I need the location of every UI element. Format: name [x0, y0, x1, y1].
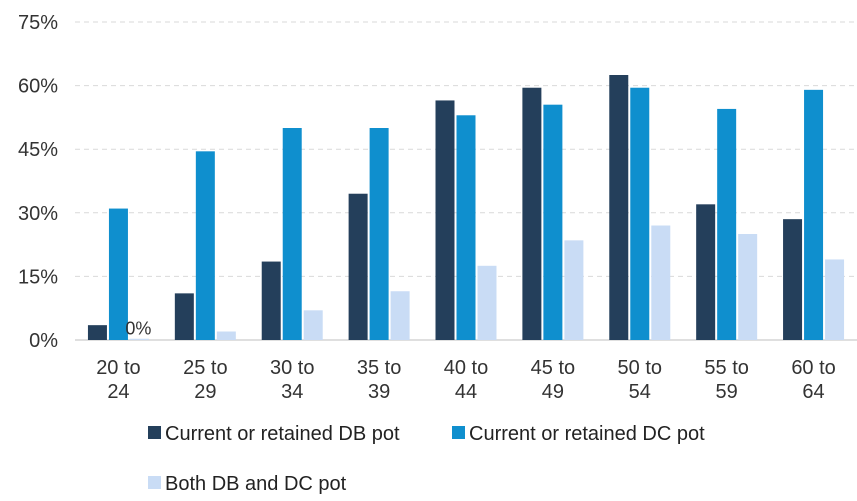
bar-series-2	[282, 128, 302, 340]
y-tick-label: 15%	[18, 266, 58, 288]
x-tick-label: 39	[368, 381, 390, 403]
bar-series-3	[564, 240, 584, 340]
x-tick-label: 50 to	[618, 357, 662, 379]
bar-series-3	[129, 338, 149, 340]
bar-series-3	[651, 225, 671, 340]
bar-series-3	[390, 291, 410, 340]
legend-swatch	[452, 426, 465, 439]
x-tick-label: 20 to	[96, 357, 140, 379]
x-tick-label: 30 to	[270, 357, 314, 379]
y-tick-label: 45%	[18, 139, 58, 161]
x-tick-label: 64	[802, 381, 824, 403]
data-label: 0%	[125, 319, 151, 339]
bar-series-2	[369, 128, 389, 340]
bar-series-1	[87, 325, 107, 340]
bar-series-2	[543, 104, 563, 341]
bar-series-3	[303, 310, 323, 340]
y-tick-label: 75%	[18, 12, 58, 34]
bar-series-2	[717, 108, 737, 340]
x-tick-label: 59	[716, 381, 738, 403]
bar-series-1	[261, 261, 281, 340]
bar-series-1	[696, 204, 716, 340]
bar-series-1	[522, 87, 542, 340]
x-tick-label: 34	[281, 381, 303, 403]
bar-series-3	[477, 265, 497, 340]
bar-series-3	[825, 259, 845, 340]
bar-series-1	[435, 100, 455, 340]
y-tick-label: 30%	[18, 203, 58, 225]
bar-series-1	[609, 75, 629, 340]
y-tick-label: 0%	[29, 330, 58, 352]
bar-series-3	[738, 234, 758, 340]
x-tick-label: 54	[629, 381, 651, 403]
bar-series-2	[456, 115, 476, 340]
x-tick-label: 60 to	[791, 357, 835, 379]
y-tick-label: 60%	[18, 76, 58, 98]
y-axis: 0% 15% 30% 45% 60% 75%	[18, 12, 58, 352]
bar-series-2	[804, 89, 824, 340]
x-tick-label: 40 to	[444, 357, 488, 379]
bars	[87, 75, 845, 341]
data-labels: 0%	[125, 319, 151, 339]
x-tick-label: 24	[107, 381, 129, 403]
legend-label: Current or retained DB pot	[165, 423, 400, 445]
x-tick-label: 25 to	[183, 357, 227, 379]
bar-series-3	[216, 331, 236, 340]
legend: Current or retained DB pot Current or ret…	[148, 423, 705, 495]
bar-series-2	[108, 208, 128, 340]
bar-series-1	[174, 293, 194, 340]
x-tick-label: 45 to	[531, 357, 575, 379]
bar-series-1	[783, 219, 803, 340]
x-tick-label: 29	[194, 381, 216, 403]
legend-swatch	[148, 476, 161, 489]
x-tick-label: 49	[542, 381, 564, 403]
x-tick-label: 44	[455, 381, 477, 403]
legend-label: Current or retained DC pot	[469, 423, 705, 445]
x-tick-label: 55 to	[704, 357, 748, 379]
legend-label: Both DB and DC pot	[165, 473, 347, 495]
x-tick-label: 35 to	[357, 357, 401, 379]
legend-swatch	[148, 426, 161, 439]
bar-series-2	[195, 151, 215, 340]
bar-series-2	[630, 87, 650, 340]
bar-series-1	[348, 193, 368, 340]
